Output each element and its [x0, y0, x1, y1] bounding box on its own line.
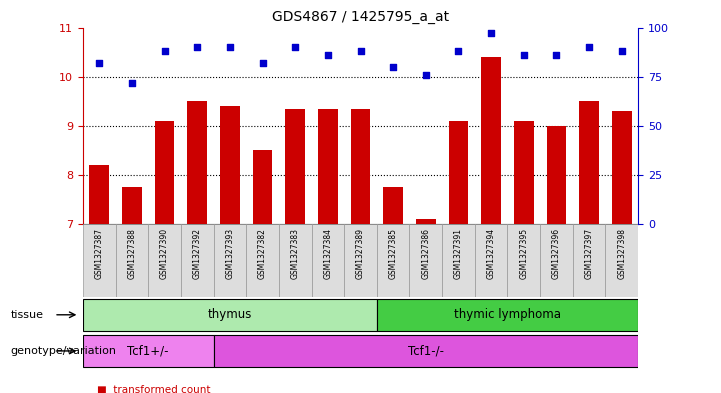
- Text: GSM1327385: GSM1327385: [389, 228, 398, 279]
- Bar: [612, 111, 632, 224]
- Bar: [350, 108, 371, 224]
- Point: [485, 30, 497, 37]
- Point: [159, 48, 170, 54]
- Text: Tcf1+/-: Tcf1+/-: [128, 344, 169, 358]
- Text: GSM1327395: GSM1327395: [519, 228, 528, 279]
- Bar: [220, 106, 239, 224]
- Bar: [311, 224, 344, 297]
- Point: [616, 48, 627, 54]
- Bar: [149, 224, 181, 297]
- Bar: [83, 224, 115, 297]
- Point: [583, 44, 595, 50]
- Bar: [122, 187, 142, 224]
- Bar: [384, 187, 403, 224]
- Text: GSM1327391: GSM1327391: [454, 228, 463, 279]
- Bar: [475, 224, 508, 297]
- Text: thymus: thymus: [208, 308, 252, 321]
- Bar: [377, 299, 638, 331]
- Text: GSM1327398: GSM1327398: [617, 228, 627, 279]
- Text: GSM1327387: GSM1327387: [94, 228, 104, 279]
- Text: GSM1327396: GSM1327396: [552, 228, 561, 279]
- Point: [257, 60, 268, 66]
- Text: GSM1327393: GSM1327393: [226, 228, 234, 279]
- Point: [224, 44, 236, 50]
- Text: GSM1327384: GSM1327384: [323, 228, 332, 279]
- Bar: [253, 150, 273, 224]
- Text: thymic lymphoma: thymic lymphoma: [454, 308, 561, 321]
- Point: [420, 72, 432, 78]
- Bar: [514, 121, 534, 224]
- Text: GSM1327382: GSM1327382: [258, 228, 267, 279]
- Bar: [547, 126, 566, 224]
- Text: ■  transformed count: ■ transformed count: [97, 385, 211, 393]
- Point: [518, 52, 529, 58]
- Bar: [318, 108, 337, 224]
- Bar: [579, 101, 599, 224]
- Bar: [410, 224, 442, 297]
- Bar: [83, 299, 377, 331]
- Bar: [213, 335, 638, 367]
- Text: GDS4867 / 1425795_a_at: GDS4867 / 1425795_a_at: [272, 10, 449, 24]
- Bar: [448, 121, 468, 224]
- Point: [94, 60, 105, 66]
- Bar: [155, 121, 174, 224]
- Bar: [279, 224, 311, 297]
- Text: GSM1327383: GSM1327383: [291, 228, 300, 279]
- Point: [453, 48, 464, 54]
- Point: [192, 44, 203, 50]
- Bar: [416, 219, 435, 224]
- Bar: [246, 224, 279, 297]
- Text: GSM1327392: GSM1327392: [193, 228, 202, 279]
- Text: genotype/variation: genotype/variation: [11, 346, 117, 356]
- Text: GSM1327397: GSM1327397: [585, 228, 593, 279]
- Point: [355, 48, 366, 54]
- Text: GSM1327386: GSM1327386: [421, 228, 430, 279]
- Point: [551, 52, 562, 58]
- Bar: [540, 224, 572, 297]
- Point: [387, 64, 399, 70]
- Bar: [606, 224, 638, 297]
- Bar: [286, 108, 305, 224]
- Bar: [482, 57, 501, 224]
- Bar: [83, 335, 213, 367]
- Text: GSM1327389: GSM1327389: [356, 228, 365, 279]
- Text: GSM1327388: GSM1327388: [128, 228, 136, 279]
- Bar: [344, 224, 377, 297]
- Point: [322, 52, 334, 58]
- Point: [126, 79, 138, 86]
- Bar: [89, 165, 109, 224]
- Text: GSM1327390: GSM1327390: [160, 228, 169, 279]
- Bar: [508, 224, 540, 297]
- Bar: [377, 224, 410, 297]
- Bar: [181, 224, 213, 297]
- Text: GSM1327394: GSM1327394: [487, 228, 495, 279]
- Text: Tcf1-/-: Tcf1-/-: [408, 344, 444, 358]
- Bar: [115, 224, 149, 297]
- Text: tissue: tissue: [11, 310, 44, 320]
- Bar: [187, 101, 207, 224]
- Bar: [442, 224, 475, 297]
- Bar: [213, 224, 246, 297]
- Bar: [572, 224, 606, 297]
- Point: [289, 44, 301, 50]
